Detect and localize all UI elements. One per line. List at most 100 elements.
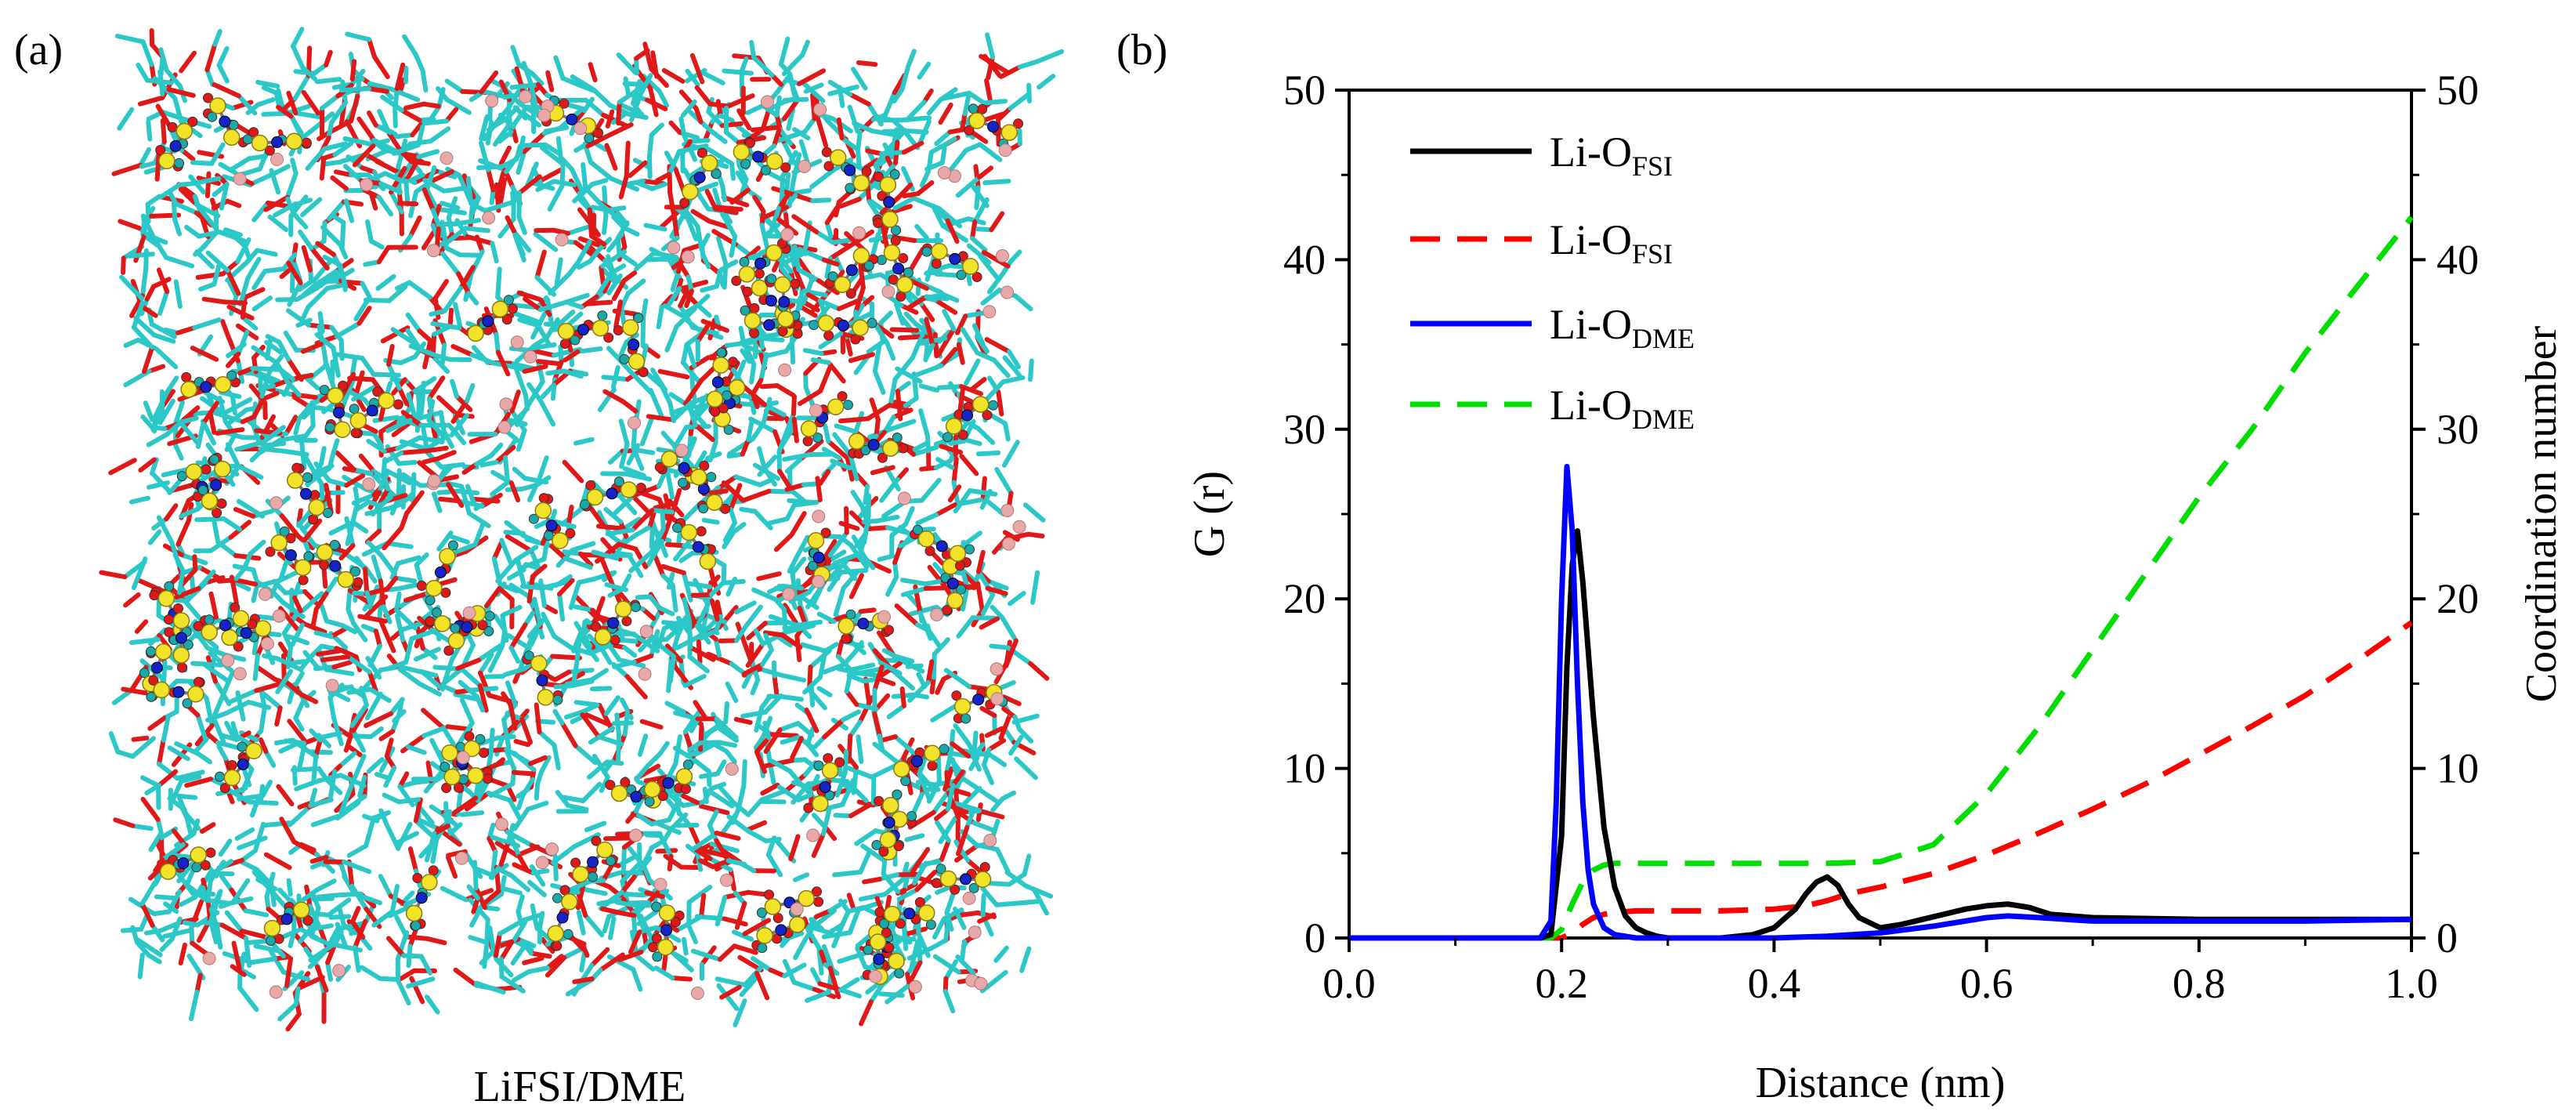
- dme-bond: [350, 520, 369, 534]
- dme-bond: [192, 554, 198, 573]
- dme-bond: [130, 823, 154, 831]
- dme-bond: [945, 218, 960, 244]
- dme-bond: [840, 781, 857, 795]
- nitrogen-atom: [177, 857, 190, 870]
- dme-bond: [552, 708, 565, 726]
- dme-bond: [826, 439, 850, 461]
- dme-bond: [143, 400, 154, 422]
- nitrogen-atom: [300, 487, 312, 500]
- dme-bond: [407, 215, 422, 239]
- dme-bond: [424, 994, 440, 1015]
- dme-bond: [254, 680, 286, 693]
- dme-bond: [486, 791, 512, 803]
- dme-bond: [299, 304, 311, 323]
- sulfur-atom: [881, 211, 899, 228]
- dme-bond: [322, 141, 349, 151]
- dme-bond: [504, 748, 517, 771]
- dme-bond: [857, 695, 874, 725]
- dme-bond: [889, 327, 920, 333]
- dme-bond: [777, 425, 796, 452]
- dme-bond: [448, 822, 463, 836]
- dme-bond: [668, 654, 676, 684]
- nitrogen-atom: [660, 924, 672, 936]
- dme-bond: [758, 666, 783, 678]
- dme-bond: [159, 389, 165, 421]
- dme-bond: [667, 853, 674, 871]
- dme-bond: [955, 175, 982, 198]
- dme-bond: [620, 861, 642, 884]
- dme-bond: [416, 149, 440, 160]
- dme-bond: [487, 643, 505, 673]
- sulfur-atom: [622, 319, 639, 336]
- sulfur-atom: [334, 421, 351, 438]
- dme-bond: [690, 208, 712, 224]
- dme-bond: [717, 740, 738, 748]
- dme-bond: [614, 712, 622, 738]
- dme-bond: [670, 582, 678, 613]
- dme-bond: [964, 142, 982, 153]
- dme-bond: [975, 426, 996, 445]
- dme-bond: [231, 940, 242, 972]
- dme-bond: [382, 792, 402, 805]
- dme-bond: [283, 330, 299, 353]
- sulfur-atom: [185, 463, 203, 480]
- dme-bond: [906, 49, 917, 69]
- dme-bond: [508, 622, 528, 650]
- fluorine-atom: [921, 246, 932, 257]
- dme-bond: [757, 446, 767, 471]
- dme-bond: [396, 201, 419, 207]
- dme-bond: [510, 104, 529, 129]
- dme-bond: [380, 94, 404, 113]
- dme-bond: [278, 741, 300, 754]
- dme-bond: [329, 100, 349, 125]
- dme-bond: [904, 100, 927, 122]
- sulfur-atom: [214, 460, 231, 478]
- dme-bond: [764, 408, 790, 421]
- nitrogen-atom: [200, 381, 212, 393]
- dme-bond: [994, 466, 1014, 496]
- dme-bond: [494, 331, 501, 355]
- sulfur-atom: [1000, 124, 1018, 141]
- dme-bond: [938, 102, 953, 125]
- oxygen-atom: [931, 258, 942, 269]
- dme-bond: [622, 709, 630, 737]
- dme-bond: [396, 555, 421, 566]
- dme-bond: [649, 122, 664, 138]
- dme-bond: [599, 265, 606, 286]
- dme-bond: [847, 907, 861, 936]
- dme-bond: [725, 681, 739, 704]
- dme-bond: [752, 509, 773, 531]
- fluorine-atom: [174, 158, 185, 168]
- dme-bond: [964, 358, 981, 386]
- fluorine-atom: [164, 581, 175, 592]
- dme-bond: [844, 505, 849, 535]
- dme-bond: [761, 397, 772, 426]
- dme-bond: [218, 161, 238, 176]
- dme-bond: [900, 578, 928, 587]
- dme-bond: [410, 120, 425, 138]
- dme-bond: [811, 831, 827, 858]
- dme-bond: [821, 943, 834, 970]
- dme-bond: [672, 425, 689, 450]
- dme-bond: [940, 292, 960, 303]
- dme-bond: [762, 630, 785, 638]
- dme-bond: [414, 646, 441, 662]
- dme-bond: [746, 417, 755, 443]
- dme-bond: [959, 454, 979, 476]
- dme-bond: [950, 741, 971, 759]
- dme-bond: [366, 438, 387, 454]
- dme-bond: [821, 447, 842, 461]
- dme-bond: [252, 371, 277, 386]
- oxygen-atom: [749, 328, 759, 339]
- dme-bond: [403, 636, 414, 665]
- dme-bond: [790, 556, 807, 576]
- sulfur-atom: [738, 266, 756, 283]
- dme-bond: [794, 619, 823, 628]
- dme-bond: [919, 465, 939, 472]
- dme-bond: [486, 167, 496, 193]
- dme-bond: [108, 731, 121, 755]
- oxygen-atom: [823, 330, 834, 341]
- dme-bond: [1002, 355, 1022, 378]
- dme-bond: [199, 822, 216, 834]
- dme-bond: [844, 779, 869, 803]
